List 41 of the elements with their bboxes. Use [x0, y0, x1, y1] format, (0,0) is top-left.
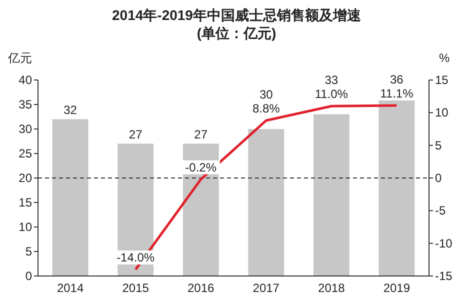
- y-tick-label: 15: [18, 196, 32, 210]
- chart-title: 2014年-2019年中国威士忌销售额及增速: [112, 7, 362, 23]
- x-tick-label: 2017: [252, 281, 280, 295]
- y2-tick-label: 0: [435, 171, 442, 185]
- y-tick-label: 30: [18, 122, 32, 136]
- data-label: 36: [390, 72, 404, 86]
- y2-tick-label: -10: [435, 236, 453, 250]
- y-tick-label: 40: [18, 73, 32, 87]
- data-label: 32: [64, 103, 78, 118]
- y-tick-label: 20: [18, 171, 32, 185]
- x-tick-label: 2014: [56, 281, 84, 295]
- bar: [52, 119, 88, 276]
- y2-tick-label: 15: [435, 73, 449, 87]
- data-label: 30: [259, 88, 274, 102]
- y2-tick-label: -5: [435, 204, 446, 218]
- y-tick-label: 35: [18, 98, 32, 112]
- bar: [313, 114, 350, 276]
- x-tick-label: 2016: [188, 281, 215, 295]
- data-label: -0.2%: [185, 160, 217, 174]
- y-tick-label: 5: [25, 244, 32, 258]
- chart-subtitle: (单位：亿元): [196, 25, 276, 41]
- data-label: -14.0%: [116, 250, 155, 264]
- x-tick-label: 2019: [383, 281, 410, 295]
- data-label: 11.1%: [380, 86, 414, 100]
- data-label: 27: [194, 128, 208, 142]
- y2-tick-label: 5: [435, 138, 442, 152]
- y2-axis-title: %: [439, 51, 450, 65]
- data-label: 11.0%: [314, 87, 348, 102]
- bar: [248, 129, 284, 276]
- y2-tick-label: 10: [435, 106, 449, 120]
- x-tick-label: 2018: [318, 281, 346, 295]
- data-label: 33: [324, 73, 338, 88]
- y2-tick-label: -15: [435, 269, 453, 283]
- y-tick-label: 0: [25, 269, 32, 283]
- y-axis-title: 亿元: [7, 51, 32, 65]
- y-tick-label: 10: [18, 220, 32, 234]
- y-tick-label: 25: [18, 146, 32, 160]
- data-label: 27: [128, 128, 143, 142]
- data-label: 8.8%: [252, 102, 280, 116]
- x-tick-label: 2015: [122, 281, 150, 295]
- bar: [378, 100, 415, 276]
